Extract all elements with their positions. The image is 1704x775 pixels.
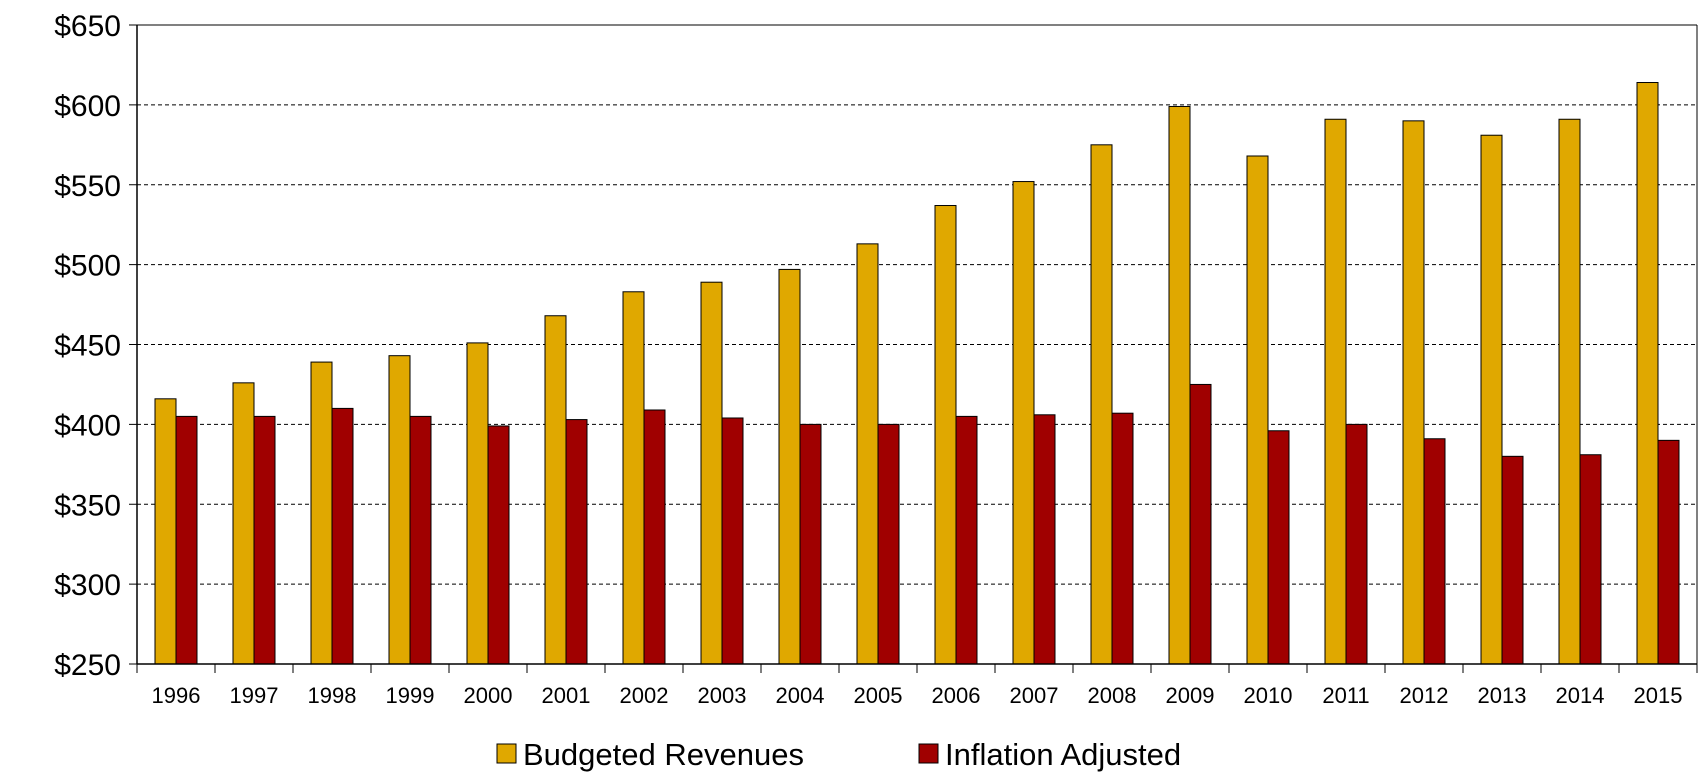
legend-swatch-budgeted-revenues	[496, 743, 517, 764]
bar-inflation-adjusted-2007	[1033, 414, 1056, 665]
bar-budgeted-revenues-2011	[1324, 118, 1347, 665]
x-tick-label: 1998	[308, 683, 357, 708]
bar-budgeted-revenues-2010	[1246, 155, 1269, 665]
x-tick-label: 2014	[1556, 683, 1605, 708]
bars	[154, 82, 1680, 665]
y-tick-label: $450	[54, 330, 121, 363]
bar-inflation-adjusted-2004	[799, 423, 822, 665]
bar-inflation-adjusted-2010	[1267, 430, 1290, 665]
bar-budgeted-revenues-1997	[232, 382, 255, 665]
bar-inflation-adjusted-2002	[643, 409, 666, 665]
x-tick-label: 2005	[854, 683, 903, 708]
bar-budgeted-revenues-1998	[310, 361, 333, 665]
x-tick-label: 1997	[230, 683, 279, 708]
y-tick-label: $250	[54, 649, 121, 682]
bar-budgeted-revenues-2007	[1012, 181, 1035, 665]
bar-inflation-adjusted-1997	[253, 415, 276, 665]
x-tick-label: 1996	[152, 683, 201, 708]
y-tick-label: $300	[54, 569, 121, 602]
bar-budgeted-revenues-2009	[1168, 105, 1191, 665]
y-axis-tick-labels: $250 $300 $350 $400 $450 $500 $550 $600 $650	[54, 10, 121, 682]
x-tick-label: 2011	[1322, 683, 1369, 708]
bar-budgeted-revenues-2005	[856, 243, 879, 665]
x-tick-label: 2015	[1634, 683, 1683, 708]
bar-inflation-adjusted-2005	[877, 423, 900, 665]
bar-inflation-adjusted-2011	[1345, 423, 1368, 665]
bar-budgeted-revenues-1999	[388, 355, 411, 665]
x-tick-label: 1999	[386, 683, 435, 708]
x-tick-label: 2008	[1088, 683, 1137, 708]
x-tick-label: 2013	[1478, 683, 1527, 708]
bar-budgeted-revenues-2000	[466, 342, 489, 665]
x-axis-tick-labels: 1996 1997 1998 1999 2000 2001 2002 2003 2004 2005…	[152, 683, 1683, 708]
bar-inflation-adjusted-1999	[409, 415, 432, 665]
bar-inflation-adjusted-2015	[1657, 439, 1680, 665]
x-tick-label: 2010	[1244, 683, 1293, 708]
y-tick-label: $550	[54, 170, 121, 203]
bar-budgeted-revenues-2008	[1090, 144, 1113, 665]
bar-budgeted-revenues-2002	[622, 291, 645, 665]
grid-lines	[137, 104, 1697, 585]
bar-inflation-adjusted-2014	[1579, 454, 1602, 665]
bar-budgeted-revenues-2001	[544, 315, 567, 665]
bar-budgeted-revenues-2012	[1402, 120, 1425, 665]
bar-inflation-adjusted-1998	[331, 407, 354, 665]
bar-inflation-adjusted-2012	[1423, 438, 1446, 665]
x-tick-label: 2002	[620, 683, 669, 708]
x-tick-label: 2004	[776, 683, 825, 708]
bar-budgeted-revenues-2014	[1558, 118, 1581, 665]
bar-inflation-adjusted-2000	[487, 425, 510, 665]
bar-budgeted-revenues-2003	[700, 281, 723, 665]
y-tick-label: $500	[54, 250, 121, 283]
bar-budgeted-revenues-2004	[778, 268, 801, 665]
axes	[129, 24, 1698, 673]
bar-inflation-adjusted-2003	[721, 417, 744, 665]
bar-inflation-adjusted-2006	[955, 415, 978, 665]
legend-label-budgeted-revenues: Budgeted Revenues	[523, 737, 804, 772]
bar-inflation-adjusted-2009	[1189, 383, 1212, 665]
bar-inflation-adjusted-2001	[565, 419, 588, 665]
bar-inflation-adjusted-2013	[1501, 455, 1524, 665]
y-tick-label: $650	[54, 10, 121, 43]
x-tick-label: 2012	[1400, 683, 1449, 708]
x-tick-label: 2000	[464, 683, 513, 708]
bar-budgeted-revenues-1996	[154, 398, 177, 665]
x-tick-label: 2009	[1166, 683, 1215, 708]
x-tick-label: 2006	[932, 683, 981, 708]
bar-inflation-adjusted-1996	[175, 415, 198, 665]
y-tick-label: $600	[54, 90, 121, 123]
x-tick-label: 2003	[698, 683, 747, 708]
x-tick-label: 2007	[1010, 683, 1059, 708]
bar-budgeted-revenues-2015	[1636, 82, 1659, 665]
bar-budgeted-revenues-2006	[934, 205, 957, 665]
legend: Budgeted Revenues Inflation Adjusted	[496, 737, 1181, 772]
x-tick-label: 2001	[542, 683, 591, 708]
legend-swatch-inflation-adjusted	[918, 743, 939, 764]
y-tick-label: $400	[54, 409, 121, 442]
bar-budgeted-revenues-2013	[1480, 134, 1503, 665]
legend-label-inflation-adjusted: Inflation Adjusted	[945, 737, 1181, 772]
y-tick-label: $350	[54, 489, 121, 522]
bar-inflation-adjusted-2008	[1111, 412, 1134, 665]
